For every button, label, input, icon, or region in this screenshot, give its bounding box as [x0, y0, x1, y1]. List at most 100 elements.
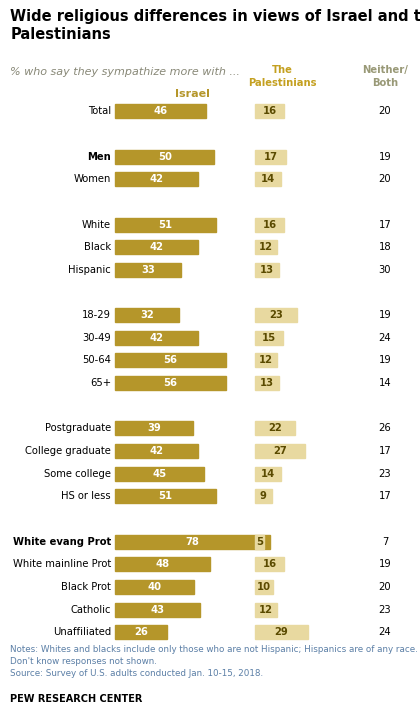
Text: 29: 29: [275, 627, 289, 637]
Text: 16: 16: [262, 107, 277, 117]
Bar: [255, 421, 295, 435]
Text: 42: 42: [150, 174, 164, 184]
Text: 19: 19: [378, 355, 391, 365]
Text: 20: 20: [379, 582, 391, 592]
Text: 18: 18: [379, 242, 391, 252]
Bar: [255, 308, 297, 322]
Text: 42: 42: [150, 333, 164, 342]
Text: 45: 45: [152, 469, 167, 478]
Bar: [255, 376, 279, 390]
Bar: [255, 149, 286, 164]
Text: 56: 56: [164, 355, 178, 365]
Text: Black: Black: [84, 242, 111, 252]
Text: Postgraduate: Postgraduate: [45, 423, 111, 433]
Text: 27: 27: [273, 446, 286, 456]
Bar: [115, 603, 200, 616]
Text: 17: 17: [264, 152, 278, 162]
Text: 24: 24: [379, 333, 391, 342]
Text: 50-64: 50-64: [82, 355, 111, 365]
Text: 18-29: 18-29: [82, 310, 111, 320]
Bar: [255, 331, 283, 345]
Text: College graduate: College graduate: [25, 446, 111, 456]
Text: 22: 22: [268, 423, 282, 433]
Text: % who say they sympathize more with ...: % who say they sympathize more with ...: [10, 67, 240, 77]
Text: HS or less: HS or less: [61, 491, 111, 501]
Bar: [255, 535, 264, 548]
Bar: [255, 104, 284, 119]
Text: 17: 17: [378, 220, 391, 230]
Bar: [115, 376, 226, 390]
Text: 16: 16: [262, 559, 277, 569]
Bar: [255, 217, 284, 232]
Bar: [115, 580, 194, 594]
Text: 42: 42: [150, 242, 164, 252]
Text: 78: 78: [186, 537, 200, 546]
Bar: [255, 172, 281, 187]
Text: 23: 23: [379, 469, 391, 478]
Text: Unaffiliated: Unaffiliated: [53, 627, 111, 637]
Text: Notes: Whites and blacks include only those who are not Hispanic; Hispanics are : Notes: Whites and blacks include only th…: [10, 645, 418, 678]
Bar: [115, 489, 216, 503]
Text: 20: 20: [379, 174, 391, 184]
Text: Israel: Israel: [175, 89, 210, 99]
Text: 43: 43: [151, 605, 165, 614]
Bar: [115, 104, 206, 119]
Text: White: White: [82, 220, 111, 230]
Bar: [115, 172, 199, 187]
Bar: [115, 535, 270, 548]
Text: 50: 50: [158, 152, 172, 162]
Text: 12: 12: [259, 242, 273, 252]
Text: PEW RESEARCH CENTER: PEW RESEARCH CENTER: [10, 694, 143, 704]
Bar: [115, 240, 199, 255]
Text: Total: Total: [88, 107, 111, 117]
Bar: [255, 625, 308, 639]
Text: 51: 51: [159, 491, 173, 501]
Text: 16: 16: [262, 220, 277, 230]
Text: Men: Men: [87, 152, 111, 162]
Text: 33: 33: [141, 265, 155, 275]
Bar: [255, 263, 279, 277]
Text: The
Palestinians: The Palestinians: [248, 65, 316, 88]
Text: 26: 26: [134, 627, 148, 637]
Text: 9: 9: [260, 491, 267, 501]
Bar: [255, 557, 284, 571]
Text: 56: 56: [164, 378, 178, 388]
Bar: [115, 557, 210, 571]
Text: White evang Prot: White evang Prot: [13, 537, 111, 546]
Text: 32: 32: [140, 310, 154, 320]
Text: Hispanic: Hispanic: [68, 265, 111, 275]
Text: 39: 39: [147, 423, 160, 433]
Text: 46: 46: [154, 107, 168, 117]
Text: Black Prot: Black Prot: [61, 582, 111, 592]
Bar: [255, 240, 277, 255]
Bar: [115, 625, 167, 639]
Text: 51: 51: [159, 220, 173, 230]
Text: 42: 42: [150, 446, 164, 456]
Text: 65+: 65+: [90, 378, 111, 388]
Text: 20: 20: [379, 107, 391, 117]
Text: 12: 12: [259, 605, 273, 614]
Text: 23: 23: [269, 310, 283, 320]
Text: 15: 15: [262, 333, 276, 342]
Text: 23: 23: [379, 605, 391, 614]
Text: 19: 19: [378, 559, 391, 569]
Text: White mainline Prot: White mainline Prot: [13, 559, 111, 569]
Text: Women: Women: [74, 174, 111, 184]
Bar: [115, 308, 178, 322]
Bar: [255, 603, 277, 616]
Text: Catholic: Catholic: [71, 605, 111, 614]
Text: 48: 48: [156, 559, 170, 569]
Text: 14: 14: [379, 378, 391, 388]
Text: 17: 17: [378, 491, 391, 501]
Text: 5: 5: [256, 537, 263, 546]
Bar: [255, 444, 304, 458]
Bar: [255, 353, 277, 368]
Text: 10: 10: [257, 582, 271, 592]
Text: 19: 19: [378, 152, 391, 162]
Text: 24: 24: [379, 627, 391, 637]
Text: 26: 26: [378, 423, 391, 433]
Text: 14: 14: [261, 469, 275, 478]
Text: 14: 14: [261, 174, 275, 184]
Bar: [115, 149, 214, 164]
Text: 13: 13: [260, 378, 274, 388]
